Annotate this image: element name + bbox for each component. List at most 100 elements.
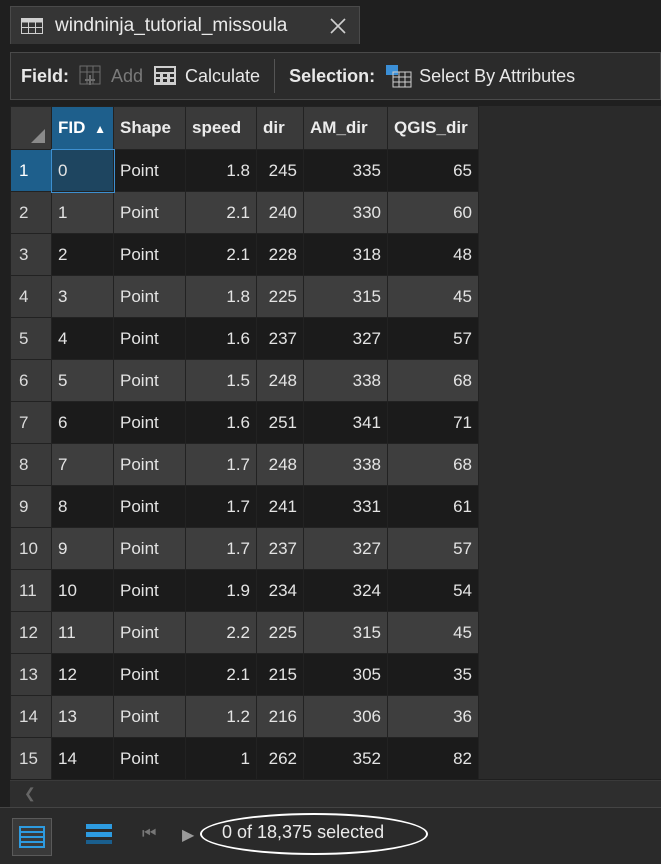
cell-am-dir[interactable]: 327: [303, 527, 388, 570]
select-by-attributes-button[interactable]: Select By Attributes: [385, 64, 575, 88]
row-number[interactable]: 6: [10, 359, 52, 402]
cell-qgis-dir[interactable]: 54: [387, 569, 479, 612]
cell-am-dir[interactable]: 331: [303, 485, 388, 528]
cell-dir[interactable]: 216: [256, 695, 304, 738]
cell-speed[interactable]: 1.6: [185, 317, 257, 360]
cell-qgis-dir[interactable]: 45: [387, 611, 479, 654]
table-row[interactable]: 8 7 Point 1.7 248 338 68: [10, 443, 479, 486]
cell-qgis-dir[interactable]: 45: [387, 275, 479, 318]
row-number[interactable]: 1: [10, 149, 52, 192]
column-header-dir[interactable]: dir: [256, 106, 304, 150]
row-number[interactable]: 12: [10, 611, 52, 654]
row-number[interactable]: 4: [10, 275, 52, 318]
cell-dir[interactable]: 251: [256, 401, 304, 444]
cell-shape[interactable]: Point: [113, 233, 186, 276]
add-field-button[interactable]: Add: [79, 65, 143, 87]
cell-am-dir[interactable]: 324: [303, 569, 388, 612]
table-row[interactable]: 10 9 Point 1.7 237 327 57: [10, 527, 479, 570]
row-number[interactable]: 11: [10, 569, 52, 612]
cell-am-dir[interactable]: 352: [303, 737, 388, 779]
cell-shape[interactable]: Point: [113, 401, 186, 444]
cell-shape[interactable]: Point: [113, 527, 186, 570]
cell-am-dir[interactable]: 315: [303, 611, 388, 654]
cell-fid[interactable]: 3: [51, 275, 114, 318]
cell-qgis-dir[interactable]: 36: [387, 695, 479, 738]
cell-fid[interactable]: 14: [51, 737, 114, 779]
table-row[interactable]: 9 8 Point 1.7 241 331 61: [10, 485, 479, 528]
cell-dir[interactable]: 237: [256, 527, 304, 570]
table-tab[interactable]: windninja_tutorial_missoula: [10, 6, 360, 44]
table-row[interactable]: 14 13 Point 1.2 216 306 36: [10, 695, 479, 738]
table-row[interactable]: 5 4 Point 1.6 237 327 57: [10, 317, 479, 360]
cell-am-dir[interactable]: 315: [303, 275, 388, 318]
cell-qgis-dir[interactable]: 65: [387, 149, 479, 192]
cell-qgis-dir[interactable]: 82: [387, 737, 479, 779]
cell-fid[interactable]: 13: [51, 695, 114, 738]
cell-am-dir[interactable]: 338: [303, 359, 388, 402]
cell-shape[interactable]: Point: [113, 191, 186, 234]
cell-dir[interactable]: 225: [256, 275, 304, 318]
next-record-icon[interactable]: ▶: [182, 827, 195, 844]
cell-dir[interactable]: 262: [256, 737, 304, 779]
cell-shape[interactable]: Point: [113, 737, 186, 779]
cell-fid[interactable]: 7: [51, 443, 114, 486]
cell-dir[interactable]: 248: [256, 359, 304, 402]
cell-dir[interactable]: 245: [256, 149, 304, 192]
cell-fid[interactable]: 0: [50, 148, 115, 193]
cell-qgis-dir[interactable]: 61: [387, 485, 479, 528]
cell-fid[interactable]: 12: [51, 653, 114, 696]
select-all-corner[interactable]: [10, 106, 52, 150]
cell-fid[interactable]: 11: [51, 611, 114, 654]
cell-shape[interactable]: Point: [113, 317, 186, 360]
cell-shape[interactable]: Point: [113, 275, 186, 318]
cell-shape[interactable]: Point: [113, 695, 186, 738]
scroll-left-icon[interactable]: ❮: [24, 785, 36, 801]
cell-fid[interactable]: 2: [51, 233, 114, 276]
cell-shape[interactable]: Point: [113, 611, 186, 654]
show-all-records-button[interactable]: [12, 818, 52, 856]
cell-shape[interactable]: Point: [113, 569, 186, 612]
cell-fid[interactable]: 6: [51, 401, 114, 444]
row-number[interactable]: 9: [10, 485, 52, 528]
row-number[interactable]: 13: [10, 653, 52, 696]
cell-dir[interactable]: 225: [256, 611, 304, 654]
table-row[interactable]: 1 0 Point 1.8 245 335 65: [10, 148, 479, 193]
cell-dir[interactable]: 237: [256, 317, 304, 360]
cell-dir[interactable]: 234: [256, 569, 304, 612]
cell-fid[interactable]: 9: [51, 527, 114, 570]
cell-am-dir[interactable]: 335: [303, 149, 388, 192]
cell-am-dir[interactable]: 327: [303, 317, 388, 360]
cell-speed[interactable]: 2.1: [185, 653, 257, 696]
cell-dir[interactable]: 248: [256, 443, 304, 486]
cell-am-dir[interactable]: 318: [303, 233, 388, 276]
row-number[interactable]: 8: [10, 443, 52, 486]
row-number[interactable]: 7: [10, 401, 52, 444]
calculate-field-button[interactable]: Calculate: [153, 65, 260, 87]
cell-shape[interactable]: Point: [113, 485, 186, 528]
table-row[interactable]: 12 11 Point 2.2 225 315 45: [10, 611, 479, 654]
cell-speed[interactable]: 1.2: [185, 695, 257, 738]
cell-qgis-dir[interactable]: 68: [387, 443, 479, 486]
cell-speed[interactable]: 2.1: [185, 191, 257, 234]
cell-fid[interactable]: 8: [51, 485, 114, 528]
column-header-am-dir[interactable]: AM_dir: [303, 106, 388, 150]
cell-speed[interactable]: 1.5: [185, 359, 257, 402]
row-number[interactable]: 3: [10, 233, 52, 276]
cell-speed[interactable]: 1.9: [185, 569, 257, 612]
cell-speed[interactable]: 1.8: [185, 149, 257, 192]
row-number[interactable]: 5: [10, 317, 52, 360]
selected-records-icon[interactable]: [84, 822, 114, 846]
close-icon[interactable]: [329, 17, 347, 35]
cell-speed[interactable]: 1: [185, 737, 257, 779]
cell-dir[interactable]: 215: [256, 653, 304, 696]
table-row[interactable]: 2 1 Point 2.1 240 330 60: [10, 191, 479, 234]
table-row[interactable]: 13 12 Point 2.1 215 305 35: [10, 653, 479, 696]
cell-am-dir[interactable]: 341: [303, 401, 388, 444]
horizontal-scrollbar[interactable]: ❮: [10, 780, 661, 807]
cell-am-dir[interactable]: 330: [303, 191, 388, 234]
cell-qgis-dir[interactable]: 68: [387, 359, 479, 402]
column-header-qgis-dir[interactable]: QGIS_dir: [387, 106, 479, 150]
cell-qgis-dir[interactable]: 48: [387, 233, 479, 276]
row-number[interactable]: 14: [10, 695, 52, 738]
cell-speed[interactable]: 1.6: [185, 401, 257, 444]
